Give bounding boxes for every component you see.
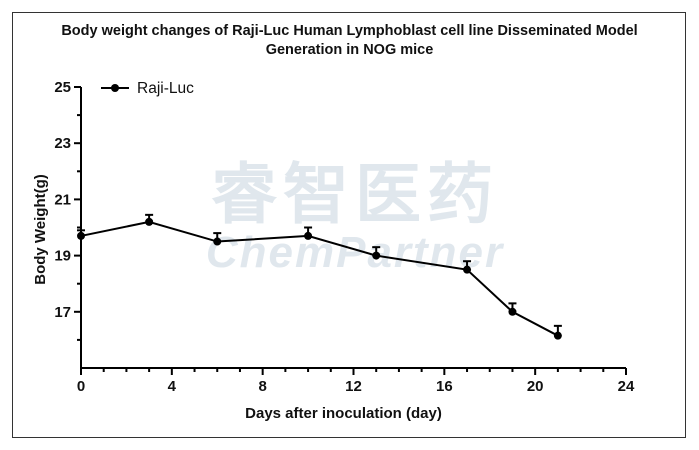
chart-title: Body weight changes of Raji-Luc Human Ly… — [0, 22, 699, 60]
data-point — [304, 231, 313, 240]
chart-frame — [12, 12, 686, 438]
x-tick-label: 24 — [618, 378, 635, 395]
data-point — [553, 331, 562, 340]
y-tick-label: 23 — [54, 135, 71, 152]
data-point — [372, 251, 381, 260]
data-point — [508, 307, 517, 316]
x-tick-label: 20 — [527, 378, 544, 395]
x-tick-label: 16 — [436, 378, 453, 395]
x-tick-label: 0 — [77, 378, 85, 395]
y-tick-label: 17 — [54, 304, 71, 321]
x-axis-label: Days after inoculation (day) — [245, 405, 442, 422]
legend-marker — [111, 84, 119, 92]
series-line-raji-luc — [80, 220, 559, 337]
x-tick-label: 12 — [345, 378, 362, 395]
data-point — [463, 265, 472, 274]
y-tick-label: 21 — [54, 191, 71, 208]
y-tick-label: 19 — [54, 248, 71, 265]
chart-title-line-2: Generation in NOG mice — [265, 42, 434, 58]
y-tick-label: 25 — [54, 79, 71, 96]
y-axis-label: Body Weight(g) — [32, 174, 49, 285]
legend-label: Raji-Luc — [137, 80, 194, 97]
x-tick-label: 8 — [258, 378, 266, 395]
chart-title-line-1: Body weight changes of Raji-Luc Human Ly… — [61, 23, 638, 39]
data-point — [145, 217, 154, 226]
data-point — [213, 237, 222, 246]
data-point — [77, 231, 85, 240]
x-tick-label: 4 — [168, 378, 177, 395]
